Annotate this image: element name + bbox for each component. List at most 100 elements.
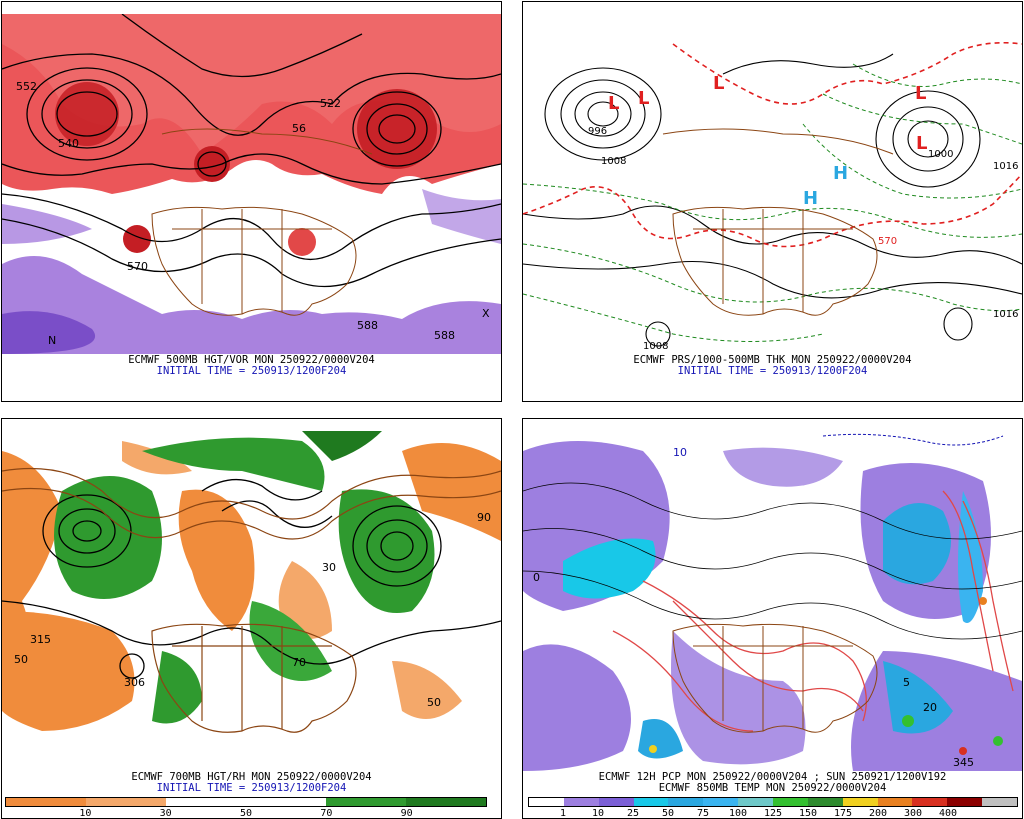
temp-label: 0 — [533, 571, 540, 584]
low-pressure-marker: L — [608, 93, 619, 114]
panel-precip-850-temp: 10 0 5 20 345 ECMWF 12H PCP MON 250922/0… — [522, 418, 1023, 819]
caption: ECMWF 700MB HGT/RH MON 250922/0000V204 — [131, 771, 372, 783]
high-pressure-marker: H — [803, 188, 818, 209]
temp-label: 20 — [923, 701, 937, 714]
precip-colorbar — [528, 797, 1018, 807]
vort-max-marker: X — [482, 307, 490, 320]
panel-pressure-thickness: L L L L L H H 1008 1008 1016 996 1000 57… — [522, 1, 1023, 402]
contour-label: 56 — [292, 122, 306, 135]
temp-label: 5 — [903, 676, 910, 689]
cbar-tick: 200 — [868, 808, 888, 819]
cbar-swatch — [86, 798, 166, 806]
cbar-tick: 10 — [79, 808, 92, 819]
cbar-tick: 100 — [728, 808, 748, 819]
rh-label: 50 — [14, 653, 28, 666]
cbar-swatch — [6, 798, 86, 806]
map-700mb: 315 306 50 90 70 30 50 — [2, 431, 501, 771]
caption-850mb: ECMWF 850MB TEMP MON 250922/0000V204 — [658, 782, 887, 794]
low-pressure-marker: L — [713, 73, 724, 94]
cbar-tick: 125 — [763, 808, 783, 819]
rh-colorbar-ticks: 10 30 50 70 90 — [5, 808, 487, 819]
caption: ECMWF 500MB HGT/VOR MON 250922/0000V204 — [128, 354, 375, 366]
rh-label: 30 — [322, 561, 336, 574]
contour-label: 540 — [58, 137, 79, 150]
cbar-swatch — [326, 798, 406, 806]
cbar-tick: 150 — [798, 808, 818, 819]
cbar-swatch — [406, 798, 486, 806]
map-pressure-svg: L L L L L H H 1008 1008 1016 996 1000 57… — [523, 14, 1022, 354]
map-pressure: L L L L L H H 1008 1008 1016 996 1000 57… — [523, 14, 1022, 354]
initial-time: INITIAL TIME = 250913/1200F204 — [156, 782, 347, 794]
map-500mb: 552 540 56 522 570 588 588 N X — [2, 14, 501, 354]
isobar-label: 1008 — [601, 156, 626, 167]
cbar-swatch — [246, 798, 326, 806]
cbar-swatch — [738, 798, 774, 806]
isobar-label: 1016 — [993, 161, 1018, 172]
initial-time: INITIAL TIME = 250913/1200F204 — [677, 365, 868, 377]
thickness-label: 570 — [878, 236, 897, 247]
isobar-label: 1008 — [643, 341, 668, 352]
initial-time: INITIAL TIME = 250913/1200F204 — [156, 365, 347, 377]
caption: ECMWF 12H PCP MON 250922/0000V204 ; SUN … — [598, 771, 947, 783]
cbar-tick: 400 — [938, 808, 957, 819]
cbar-swatch — [529, 798, 564, 806]
isobar-label: 1016 — [993, 309, 1018, 320]
contour-label: 306 — [124, 676, 145, 689]
cbar-tick: 50 — [239, 808, 253, 819]
cbar-tick: 10 — [591, 808, 605, 819]
cbar-swatch — [598, 798, 634, 806]
low-pressure-marker: L — [915, 83, 926, 104]
map-precip-svg: 10 0 5 20 345 — [523, 431, 1022, 771]
contour-label: 588 — [434, 329, 455, 342]
cbar-swatch — [633, 798, 669, 806]
cbar-swatch — [773, 798, 808, 806]
cbar-swatch — [877, 798, 913, 806]
cbar-tick: 300 — [903, 808, 923, 819]
cbar-swatch — [912, 798, 948, 806]
p1-labels: 552 540 56 522 570 588 588 N X — [16, 80, 490, 347]
cbar-swatch — [947, 798, 983, 806]
contour-label: 522 — [320, 97, 341, 110]
map-700mb-svg: 315 306 50 90 70 30 50 — [2, 431, 501, 771]
rh-label: 90 — [477, 511, 491, 524]
cbar-tick: 175 — [833, 808, 853, 819]
cbar-tick: 75 — [696, 808, 709, 819]
low-pressure-marker: L — [638, 88, 649, 109]
precip-colorbar-ticks: 1 10 25 50 75 100 125 150 175 200 300 40… — [528, 808, 1018, 819]
cbar-swatch — [668, 798, 704, 806]
contour-label: 570 — [127, 260, 148, 273]
cbar-tick: 90 — [400, 808, 413, 819]
cbar-swatch — [703, 798, 739, 806]
precip-label: 345 — [953, 756, 974, 769]
map-precip: 10 0 5 20 345 — [523, 431, 1022, 771]
cbar-tick: 30 — [159, 808, 172, 819]
rh-label: 50 — [427, 696, 441, 709]
cbar-tick: 25 — [626, 808, 640, 819]
cbar-swatch — [982, 798, 1018, 806]
cbar-swatch — [563, 798, 599, 806]
contour-label: 315 — [30, 633, 51, 646]
contour-label: 552 — [16, 80, 37, 93]
panel-500mb-height-vorticity: 552 540 56 522 570 588 588 N X ECMWF 500… — [1, 1, 502, 402]
temp-label: 10 — [673, 446, 687, 459]
caption: ECMWF PRS/1000-500MB THK MON 250922/0000… — [633, 354, 912, 366]
isobar-label: 1000 — [928, 149, 953, 160]
cbar-tick: 50 — [661, 808, 675, 819]
cbar-tick: 70 — [320, 808, 333, 819]
map-500mb-svg: 552 540 56 522 570 588 588 N X — [2, 14, 501, 354]
cbar-swatch — [842, 798, 878, 806]
vort-min-marker: N — [48, 334, 56, 347]
p3-labels: 315 306 50 90 70 30 50 — [14, 511, 491, 709]
cbar-swatch — [807, 798, 843, 806]
rh-colorbar — [5, 797, 487, 807]
cbar-tick: 1 — [559, 808, 566, 819]
p4-labels: 10 0 5 20 345 — [533, 446, 974, 769]
cbar-swatch — [166, 798, 246, 806]
p2-labels: L L L L L H H 1008 1008 1016 996 1000 57… — [588, 73, 1018, 352]
high-pressure-marker: H — [833, 163, 848, 184]
isobar-label: 996 — [588, 126, 607, 137]
panel-700mb-height-rh: 315 306 50 90 70 30 50 ECMWF 700MB HGT/R… — [1, 418, 502, 819]
rh-label: 70 — [292, 656, 306, 669]
contour-label: 588 — [357, 319, 378, 332]
low-pressure-marker: L — [916, 133, 927, 154]
